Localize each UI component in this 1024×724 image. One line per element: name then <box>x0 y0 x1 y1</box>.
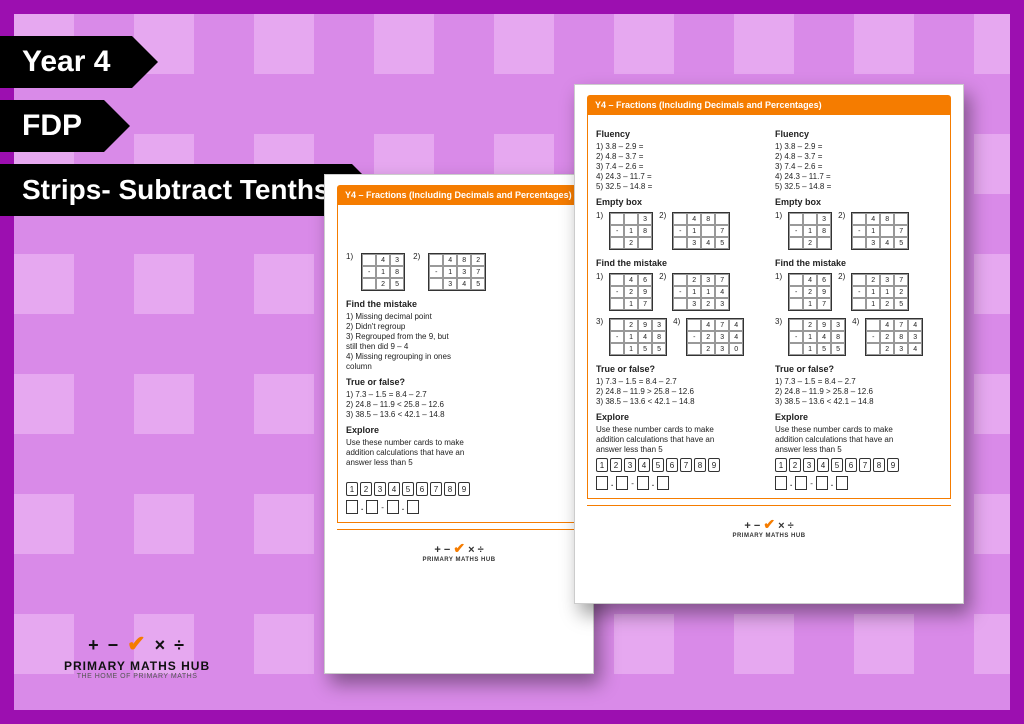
card-1: 1 <box>346 482 358 496</box>
ex-l3: answer less than 5 <box>596 445 763 454</box>
mist-h-l: Find the mistake <box>596 258 763 268</box>
mistake-3b: still then did 9 – 4 <box>346 342 572 351</box>
cards-l: 123456789 <box>596 458 763 472</box>
banner-year: Year 4 <box>0 36 132 88</box>
fl-l4: 4) 24.3 – 11.7 = <box>596 172 763 181</box>
fl-l3: 3) 7.4 – 2.6 = <box>596 162 763 171</box>
worksheet-front: Y4 – Fractions (Including Decimals and P… <box>574 84 964 604</box>
page-logo-front: + − ✔ × ÷ PRIMARY MATHS HUB <box>587 516 951 539</box>
explore-1: Use these number cards to make <box>346 438 572 447</box>
column-right: Fluency 1) 3.8 – 2.9 = 2) 4.8 – 3.7 = 3)… <box>775 123 942 490</box>
blanks-r: .-. <box>775 476 942 490</box>
page-frame-front: Fluency 1) 3.8 – 2.9 = 2) 4.8 – 3.7 = 3)… <box>587 115 951 499</box>
blank-calc: . - . <box>346 500 572 514</box>
ex-h-r: Explore <box>775 412 942 422</box>
column-left: Fluency 1) 3.8 – 2.9 = 2) 4.8 – 3.7 = 3)… <box>596 123 763 490</box>
worksheet-back: Y4 – Fractions (Including Decimals and P… <box>324 174 594 674</box>
minus-icon: − <box>108 635 121 655</box>
mistake-3a: 3) Regrouped from the 9, but <box>346 332 572 341</box>
page-logo: + − ✔ × ÷ PRIMARY MATHS HUB <box>337 540 581 563</box>
cards-r: 123456789 <box>775 458 942 472</box>
banner-title-text: Strips- Subtract Tenths <box>22 174 330 206</box>
explore-2: addition calculations that have an <box>346 448 572 457</box>
plus-icon: + <box>88 635 101 655</box>
page-header-front: Y4 – Fractions (Including Decimals and P… <box>587 95 951 115</box>
mistake-1: 1) Missing decimal point <box>346 312 572 321</box>
tf-l3: 3) 38.5 – 13.6 < 42.1 – 14.8 <box>596 397 763 406</box>
explore-3: answer less than 5 <box>346 458 572 467</box>
empty-h-r: Empty box <box>775 197 942 207</box>
ex-l1: Use these number cards to make <box>596 425 763 434</box>
minus-sign: - <box>381 503 384 512</box>
mistake-2: 2) Didn't regroup <box>346 322 572 331</box>
tf-l2: 2) 24.8 – 11.9 > 25.8 – 12.6 <box>596 387 763 396</box>
fl-l5: 5) 32.5 – 14.8 = <box>596 182 763 191</box>
mist-h-r: Find the mistake <box>775 258 942 268</box>
page-frame: 1) 43-1825 2) 482-137345 Find the mistak… <box>337 205 581 523</box>
brand-ops: + − ✔ × ÷ <box>64 631 210 657</box>
banner-title: Strips- Subtract Tenths <box>0 164 352 216</box>
brand-name: PRIMARY MATHS HUB <box>64 659 210 673</box>
card-6: 6 <box>416 482 428 496</box>
divide-icon: ÷ <box>174 635 186 655</box>
blanks-l: .-. <box>596 476 763 490</box>
banner-topic-text: FDP <box>22 109 82 143</box>
fluency-h-r: Fluency <box>775 129 942 139</box>
ex-l2: addition calculations that have an <box>596 435 763 444</box>
fl-l2: 2) 4.8 – 3.7 = <box>596 152 763 161</box>
tf-2: 2) 24.8 – 11.9 < 25.8 – 12.6 <box>346 400 572 409</box>
tf-heading: True or false? <box>346 377 572 387</box>
times-icon: × <box>155 635 168 655</box>
ex-h-l: Explore <box>596 412 763 422</box>
empty-box-grids: 1) 43-1825 2) 482-137345 <box>346 251 572 293</box>
banner-topic: FDP <box>0 100 104 152</box>
tf-3: 3) 38.5 – 13.6 < 42.1 – 14.8 <box>346 410 572 419</box>
card-2: 2 <box>360 482 372 496</box>
card-8: 8 <box>444 482 456 496</box>
card-9: 9 <box>458 482 470 496</box>
canvas: Year 4 FDP Strips- Subtract Tenths Y4 – … <box>14 14 1010 710</box>
brand-logo: + − ✔ × ÷ PRIMARY MATHS HUB THE HOME OF … <box>64 631 210 680</box>
card-3: 3 <box>374 482 386 496</box>
mistake-heading: Find the mistake <box>346 299 572 309</box>
page-header: Y4 – Fractions (Including Decimals and P… <box>337 185 581 205</box>
brand-tagline: THE HOME OF PRIMARY MATHS <box>64 673 210 680</box>
banner-year-text: Year 4 <box>22 45 110 79</box>
number-cards: 1 2 3 4 5 6 7 8 9 <box>346 482 572 496</box>
tf-h-r: True or false? <box>775 364 942 374</box>
fl-l1: 1) 3.8 – 2.9 = <box>596 142 763 151</box>
tf-1: 1) 7.3 – 1.5 = 8.4 – 2.7 <box>346 390 572 399</box>
check-icon: ✔ <box>127 631 147 656</box>
mistake-4a: 4) Missing regrouping in ones <box>346 352 572 361</box>
tf-h-l: True or false? <box>596 364 763 374</box>
fluency-h-l: Fluency <box>596 129 763 139</box>
card-4: 4 <box>388 482 400 496</box>
card-5: 5 <box>402 482 414 496</box>
mistake-4b: column <box>346 362 572 371</box>
card-7: 7 <box>430 482 442 496</box>
empty-h-l: Empty box <box>596 197 763 207</box>
tf-l1: 1) 7.3 – 1.5 = 8.4 – 2.7 <box>596 377 763 386</box>
explore-heading: Explore <box>346 425 572 435</box>
